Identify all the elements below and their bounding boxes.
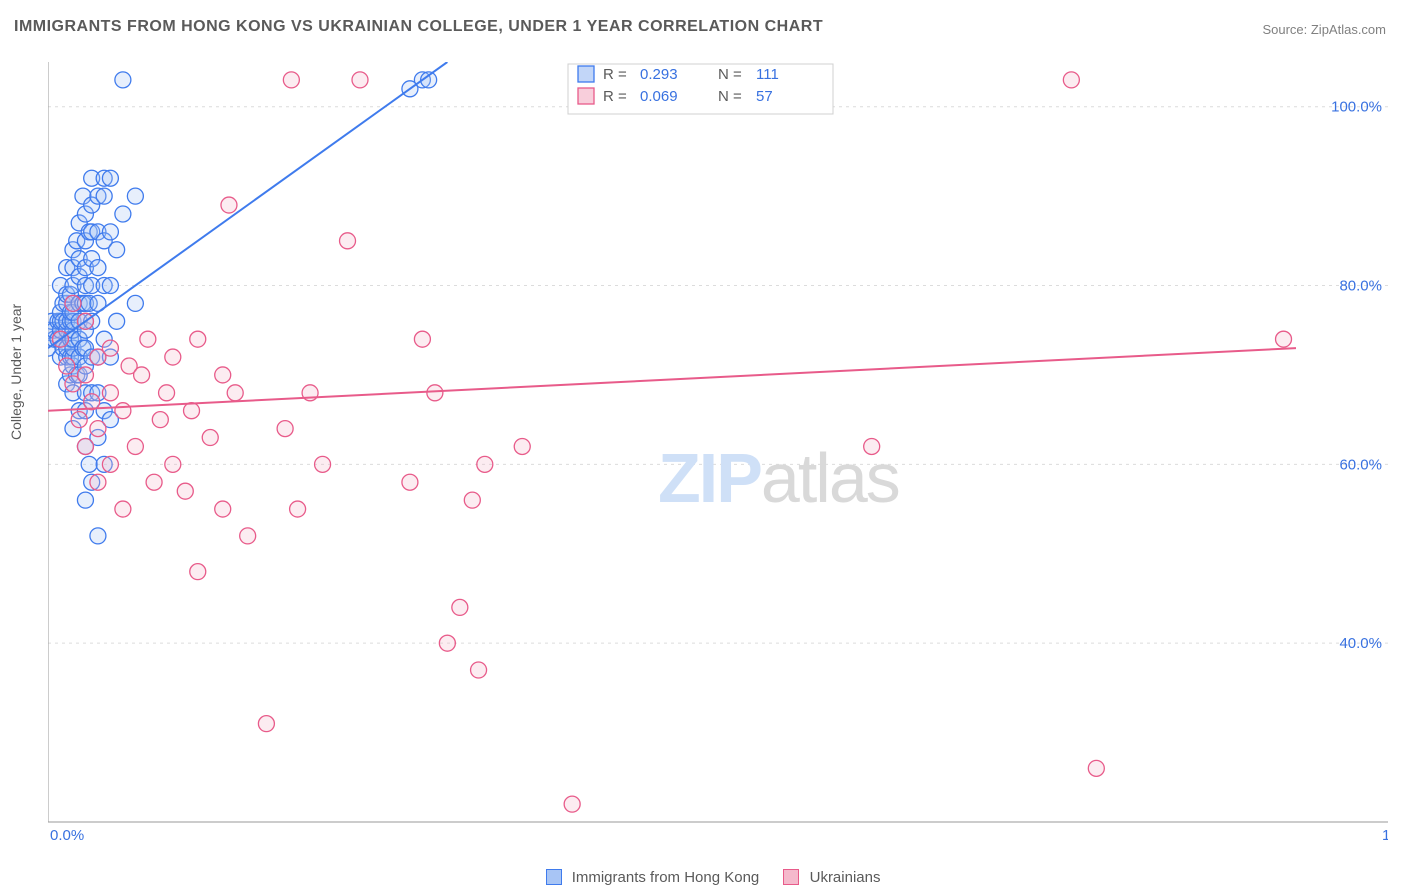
- scatter-point: [427, 385, 443, 401]
- scatter-point: [90, 421, 106, 437]
- scatter-point: [215, 367, 231, 383]
- legend-swatch-uk: [783, 869, 799, 885]
- scatter-point: [134, 367, 150, 383]
- legend-swatch: [578, 88, 594, 104]
- scatter-point: [109, 313, 125, 329]
- scatter-point: [90, 474, 106, 490]
- bottom-legend: Immigrants from Hong Kong Ukrainians: [0, 869, 1406, 886]
- legend-swatch: [578, 66, 594, 82]
- source-link[interactable]: ZipAtlas.com: [1311, 22, 1386, 37]
- y-axis-label: College, Under 1 year: [8, 304, 24, 440]
- scatter-point: [77, 492, 93, 508]
- legend-r-value: 0.069: [640, 88, 678, 105]
- scatter-point: [115, 206, 131, 222]
- scatter-point: [90, 528, 106, 544]
- scatter-point: [102, 278, 118, 294]
- scatter-point: [277, 421, 293, 437]
- scatter-point: [109, 242, 125, 258]
- regression-line: [48, 348, 1296, 411]
- scatter-point: [227, 385, 243, 401]
- legend-swatch-hk: [546, 869, 562, 885]
- scatter-point: [102, 456, 118, 472]
- legend-r-label: R =: [603, 88, 627, 105]
- scatter-point: [77, 438, 93, 454]
- scatter-point: [221, 197, 237, 213]
- scatter-point: [471, 662, 487, 678]
- scatter-point: [146, 474, 162, 490]
- scatter-point: [452, 599, 468, 615]
- legend-r-value: 0.293: [640, 66, 678, 83]
- source-label: Source:: [1262, 22, 1310, 37]
- chart-area: R = 0.293 N = 111 R = 0.069 N = 57 40.0% 60.0% 80…: [48, 62, 1388, 842]
- y-tick-label: 60.0%: [1339, 456, 1382, 473]
- scatter-point: [65, 295, 81, 311]
- scatter-point: [102, 224, 118, 240]
- scatter-point: [127, 438, 143, 454]
- scatter-point: [115, 501, 131, 517]
- scatter-point: [283, 72, 299, 88]
- scatter-point: [202, 430, 218, 446]
- scatter-point: [102, 340, 118, 356]
- legend-n-label: N =: [718, 66, 742, 83]
- scatter-point: [127, 295, 143, 311]
- scatter-point: [864, 438, 880, 454]
- scatter-point: [290, 501, 306, 517]
- regression-line: [48, 62, 447, 348]
- scatter-point: [140, 331, 156, 347]
- x-tick-label: 100.0%: [1382, 827, 1388, 842]
- y-tick-label: 100.0%: [1331, 99, 1382, 116]
- scatter-point: [165, 349, 181, 365]
- scatter-point: [177, 483, 193, 499]
- scatter-point: [215, 501, 231, 517]
- legend-n-value: 57: [756, 88, 773, 105]
- scatter-point: [477, 456, 493, 472]
- scatter-point: [96, 188, 112, 204]
- scatter-point: [115, 72, 131, 88]
- scatter-point: [59, 358, 75, 374]
- scatter-point: [352, 72, 368, 88]
- scatter-point: [402, 474, 418, 490]
- scatter-point: [190, 564, 206, 580]
- scatter-plot-svg: R = 0.293 N = 111 R = 0.069 N = 57 40.0% 60.0% 80…: [48, 62, 1388, 842]
- scatter-point: [71, 412, 87, 428]
- legend-n-value: 111: [756, 66, 779, 83]
- source-attribution: Source: ZipAtlas.com: [1262, 22, 1386, 37]
- scatter-point: [115, 403, 131, 419]
- scatter-point: [1276, 331, 1292, 347]
- scatter-point: [102, 385, 118, 401]
- scatter-point: [240, 528, 256, 544]
- scatter-point: [77, 367, 93, 383]
- scatter-point: [439, 635, 455, 651]
- scatter-point: [127, 188, 143, 204]
- scatter-point: [90, 260, 106, 276]
- chart-title: IMMIGRANTS FROM HONG KONG VS UKRAINIAN C…: [14, 18, 823, 36]
- scatter-point: [184, 403, 200, 419]
- scatter-point: [464, 492, 480, 508]
- y-tick-label: 40.0%: [1339, 635, 1382, 652]
- legend-label-uk: Ukrainians: [810, 869, 881, 886]
- scatter-point: [414, 331, 430, 347]
- scatter-point: [340, 233, 356, 249]
- scatter-point: [102, 170, 118, 186]
- scatter-point: [564, 796, 580, 812]
- y-tick-label: 80.0%: [1339, 278, 1382, 295]
- legend-label-hk: Immigrants from Hong Kong: [572, 869, 760, 886]
- scatter-point: [159, 385, 175, 401]
- scatter-point: [1063, 72, 1079, 88]
- legend-r-label: R =: [603, 66, 627, 83]
- legend-n-label: N =: [718, 88, 742, 105]
- scatter-point: [190, 331, 206, 347]
- scatter-point: [514, 438, 530, 454]
- scatter-point: [152, 412, 168, 428]
- scatter-point: [165, 456, 181, 472]
- scatter-point: [1088, 760, 1104, 776]
- x-tick-label: 0.0%: [50, 827, 84, 842]
- scatter-point: [81, 456, 97, 472]
- scatter-point: [315, 456, 331, 472]
- scatter-point: [258, 716, 274, 732]
